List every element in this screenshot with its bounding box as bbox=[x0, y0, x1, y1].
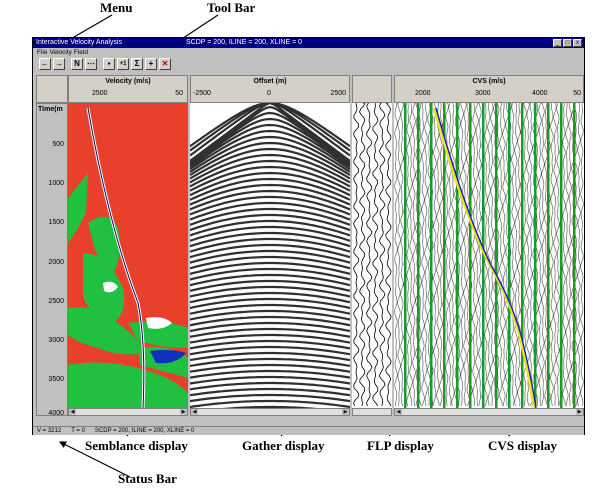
flp-plot[interactable] bbox=[352, 103, 392, 408]
left-arrow-icon[interactable]: ← bbox=[39, 58, 51, 70]
flp-callout: FLP display bbox=[367, 438, 434, 453]
maximize-button[interactable]: □ bbox=[563, 39, 572, 47]
time-tick: 2500 bbox=[48, 298, 64, 305]
time-tick: 500 bbox=[52, 141, 64, 148]
offset-axis-title: Offset (m) bbox=[253, 78, 287, 85]
velocity-tick: 50 bbox=[175, 90, 183, 97]
scroll-right-icon[interactable]: ▶ bbox=[180, 409, 187, 415]
flp-panel bbox=[352, 75, 392, 420]
time-tick: 1000 bbox=[48, 180, 64, 187]
menu-callout: Menu bbox=[100, 0, 133, 15]
cvs-tick: 3000 bbox=[475, 90, 491, 97]
gather-panel: Offset (m) -2500 0 2500 ◀ ▶ bbox=[190, 75, 350, 420]
cvs-callout: CVS display bbox=[488, 438, 557, 453]
offset-tick: 0 bbox=[267, 90, 271, 97]
axis-corner bbox=[36, 75, 68, 103]
menu-file[interactable]: File bbox=[37, 49, 48, 56]
tool-bar: ← → N ⋯ ▪ +1 Σ + ✕ bbox=[33, 57, 584, 73]
time-tick: 1500 bbox=[48, 219, 64, 226]
pick-icon[interactable]: + bbox=[145, 58, 157, 70]
scroll-right-icon[interactable]: ▶ bbox=[576, 409, 583, 415]
cvs-axis-title: CVS (m/s) bbox=[472, 78, 506, 85]
cvs-panel: CVS (m/s) 2000 3000 4000 50 ◀ ▶ bbox=[394, 75, 584, 420]
app-window: Interactive Velocity Analysis SCDP = 200… bbox=[32, 37, 585, 435]
status-time: T = 0 bbox=[71, 428, 85, 434]
menu-field[interactable]: Field bbox=[73, 49, 88, 56]
scroll-left-icon[interactable]: ◀ bbox=[191, 409, 198, 415]
cvs-tick: 50 bbox=[573, 90, 581, 97]
gather-hscroll[interactable]: ◀ ▶ bbox=[190, 408, 350, 416]
status-bar: V = 3212 T = 0 SCDP = 200, ILINE = 200, … bbox=[33, 426, 584, 435]
time-tick: 4000 bbox=[48, 410, 64, 417]
semblance-callout: Semblance display bbox=[85, 438, 188, 453]
window-location: SCDP = 200, ILINE = 200, XLINE = 0 bbox=[186, 39, 303, 46]
toolbar-callout: Tool Bar bbox=[207, 0, 256, 15]
offset-tick: 2500 bbox=[330, 90, 346, 97]
sigma-icon[interactable]: Σ bbox=[131, 58, 143, 70]
delete-icon[interactable]: ✕ bbox=[159, 58, 171, 70]
cvs-tick: 4000 bbox=[532, 90, 548, 97]
velocity-header: Velocity (m/s) 2500 50 bbox=[68, 75, 188, 103]
offset-tick: -2500 bbox=[193, 90, 211, 97]
velocity-axis-title: Velocity (m/s) bbox=[105, 78, 151, 85]
scroll-right-icon[interactable]: ▶ bbox=[342, 409, 349, 415]
gather-callout: Gather display bbox=[242, 438, 325, 453]
cvs-display[interactable] bbox=[394, 103, 584, 408]
flp-hscroll[interactable] bbox=[352, 408, 392, 416]
n-icon[interactable]: N bbox=[71, 58, 83, 70]
time-tick: 2000 bbox=[48, 259, 64, 266]
minimize-button[interactable]: _ bbox=[553, 39, 562, 47]
time-tick: 3500 bbox=[48, 376, 64, 383]
status-location: SCDP = 200, ILINE = 200, XLINE = 0 bbox=[94, 428, 195, 434]
flp-header bbox=[352, 75, 392, 103]
close-button[interactable]: x bbox=[573, 39, 582, 47]
time-axis-label: Time(m bbox=[38, 106, 63, 113]
flp-display[interactable] bbox=[352, 103, 392, 408]
time-axis: Time(m 500 1000 1500 2000 2500 3000 3500… bbox=[36, 103, 68, 417]
dotted-box-icon[interactable]: ⋯ bbox=[85, 58, 97, 70]
scroll-left-icon[interactable]: ◀ bbox=[69, 409, 76, 415]
semblance-display[interactable] bbox=[68, 103, 188, 408]
status-velocity: V = 3212 bbox=[37, 428, 62, 434]
scroll-left-icon[interactable]: ◀ bbox=[395, 409, 402, 415]
gather-plot[interactable] bbox=[190, 103, 350, 408]
time-tick: 3000 bbox=[48, 337, 64, 344]
save-icon[interactable]: ▪ bbox=[103, 58, 115, 70]
offset-header: Offset (m) -2500 0 2500 bbox=[190, 75, 350, 103]
cvs-header: CVS (m/s) 2000 3000 4000 50 bbox=[394, 75, 584, 103]
semblance-panel: Velocity (m/s) 2500 50 bbox=[68, 75, 188, 420]
cvs-tick: 2000 bbox=[415, 90, 431, 97]
semblance-hscroll[interactable]: ◀ ▶ bbox=[68, 408, 188, 416]
window-title: Interactive Velocity Analysis bbox=[36, 39, 122, 46]
semblance-plot[interactable] bbox=[68, 103, 188, 408]
plus-one-icon[interactable]: +1 bbox=[117, 58, 129, 70]
velocity-tick: 2500 bbox=[92, 90, 108, 97]
title-bar: Interactive Velocity Analysis SCDP = 200… bbox=[33, 38, 584, 48]
cvs-plot[interactable] bbox=[394, 103, 584, 408]
status-callout: Status Bar bbox=[118, 471, 177, 486]
gather-display[interactable] bbox=[190, 103, 350, 408]
cvs-hscroll[interactable]: ◀ ▶ bbox=[394, 408, 584, 416]
menu-velocity[interactable]: Velocity bbox=[49, 49, 72, 56]
right-arrow-icon[interactable]: → bbox=[53, 58, 65, 70]
menu-bar: File Velocity Field bbox=[33, 48, 584, 57]
